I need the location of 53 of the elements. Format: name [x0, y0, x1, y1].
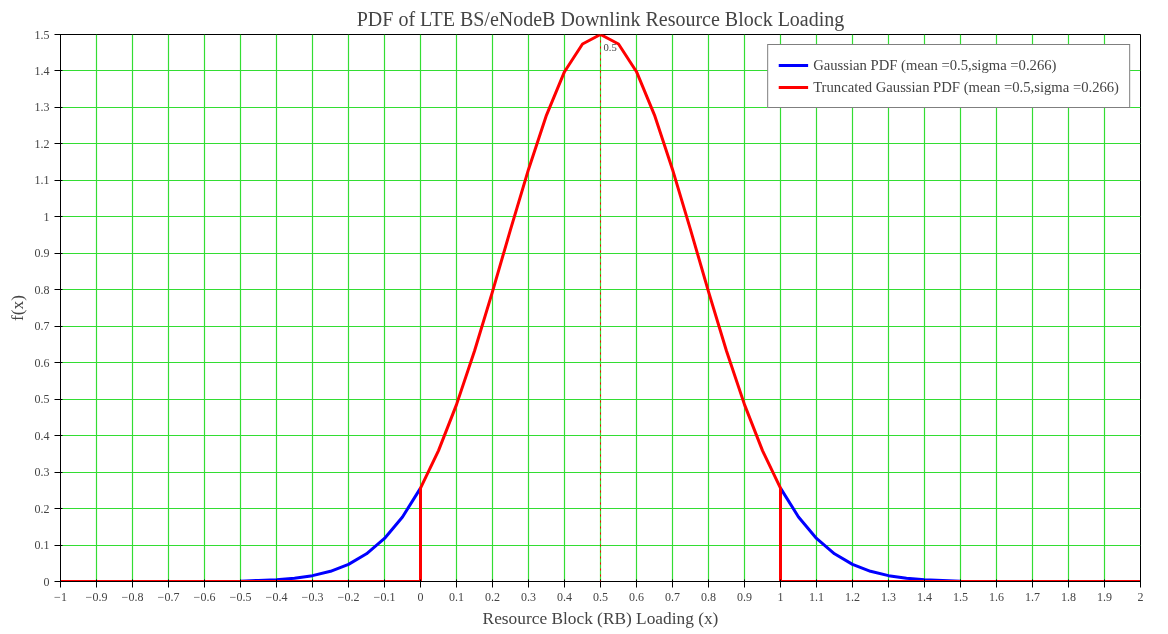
x-tick-label: 1.7: [1025, 589, 1040, 604]
y-tick-label: 1.1: [34, 173, 50, 188]
x-tick-label: 1.9: [1097, 589, 1112, 604]
y-tick-label: 1.5: [34, 27, 50, 42]
x-tick-label: 1.4: [917, 589, 932, 604]
x-tick-label: 1.3: [881, 589, 896, 604]
y-tick-label: 1.3: [34, 100, 50, 115]
x-tick-label: −0.1: [373, 589, 396, 604]
chart-title: PDF of LTE BS/eNodeB Downlink Resource Block Loading: [356, 7, 845, 31]
x-axis-title: Resource Block (RB) Loading (x): [482, 608, 719, 628]
x-tick-label: 0.2: [485, 589, 500, 604]
x-tick-label: 0.1: [449, 589, 464, 604]
x-tick-label: −0.8: [121, 589, 144, 604]
x-tick-label: 1.8: [1061, 589, 1076, 604]
x-tick-label: −0.5: [229, 589, 252, 604]
legend-label: Truncated Gaussian PDF (mean =0.5,sigma =0.266): [813, 78, 1119, 96]
x-tick-label: 0.7: [665, 589, 680, 604]
y-tick-label: 0.4: [34, 428, 50, 443]
x-tick-label: 0.5: [593, 589, 608, 604]
x-tick-label: −1: [54, 589, 67, 604]
x-tick-label: −0.4: [265, 589, 288, 604]
y-tick-label: 0.1: [34, 538, 50, 553]
x-tick-label: 1: [777, 589, 784, 604]
x-tick-label: −0.3: [301, 589, 324, 604]
x-tick-label: 1.2: [845, 589, 860, 604]
x-tick-label: 0.9: [737, 589, 752, 604]
x-tick-label: 1.1: [809, 589, 824, 604]
x-tick-label: −0.6: [193, 589, 216, 604]
y-tick-label: 0.9: [34, 246, 50, 261]
x-tick-label: −0.7: [157, 589, 180, 604]
y-tick-label: 1: [43, 209, 50, 224]
y-tick-label: 0: [43, 574, 50, 589]
y-tick-label: 1.4: [34, 63, 50, 78]
y-tick-label: 1.2: [34, 136, 50, 151]
y-tick-label: 0.7: [34, 319, 50, 334]
y-tick-label: 0.3: [34, 465, 50, 480]
y-tick-label: 0.8: [34, 282, 50, 297]
x-tick-label: −0.2: [337, 589, 360, 604]
ref-line-label: 0.5: [603, 41, 617, 53]
x-tick-label: 1.6: [989, 589, 1004, 604]
y-tick-label: 0.2: [34, 501, 50, 516]
y-tick-label: 0.5: [34, 392, 50, 407]
x-tick-label: −0.9: [85, 589, 108, 604]
y-axis-title: f(x): [7, 294, 27, 321]
x-tick-label: 0.6: [629, 589, 644, 604]
y-tick-label: 0.6: [34, 355, 50, 370]
x-tick-label: 0: [417, 589, 424, 604]
x-tick-label: 2: [1137, 589, 1144, 604]
x-tick-label: 0.8: [701, 589, 716, 604]
x-tick-label: 0.3: [521, 589, 536, 604]
x-tick-label: 1.5: [953, 589, 968, 604]
legend-label: Gaussian PDF (mean =0.5,sigma =0.266): [813, 56, 1057, 74]
x-tick-label: 0.4: [557, 589, 572, 604]
